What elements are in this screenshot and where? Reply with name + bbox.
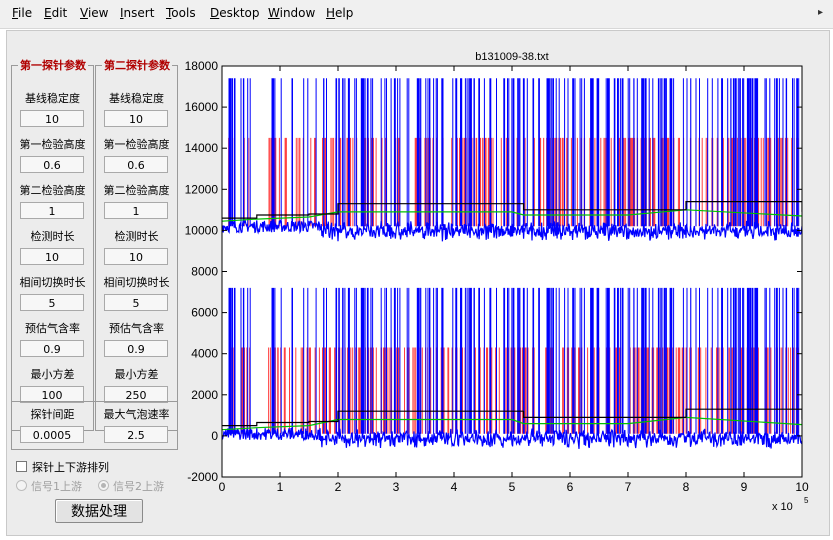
probe1-duration-field[interactable]: 10	[20, 248, 84, 265]
menu-bar: File Edit View Insert Tools Desktop Wind…	[0, 0, 833, 29]
y-tick-label: 16000	[185, 100, 219, 114]
x-exponent-power: 5	[804, 496, 809, 505]
x-tick-label: 3	[393, 480, 400, 494]
plot-content	[222, 78, 802, 449]
radio-signal2-upstream[interactable]	[98, 480, 109, 491]
x-tick-label: 0	[219, 480, 226, 494]
probe2-check1-field[interactable]: 0.6	[104, 156, 168, 173]
x-tick-label: 1	[277, 480, 284, 494]
x-tick-label: 6	[567, 480, 574, 494]
menu-file[interactable]: File	[12, 6, 33, 20]
probe2-check1-label: 第一检验高度	[103, 138, 170, 151]
signal-baseline-series-2	[222, 427, 802, 449]
y-tick-label: 8000	[191, 265, 218, 279]
y-tick-label: 10000	[185, 223, 219, 237]
max-rate-label: 最大气泡速率	[103, 408, 170, 421]
probe1-duration-label: 检测时长	[30, 230, 75, 243]
y-tick-label: 0	[211, 429, 218, 443]
probe1-gasfrac-field[interactable]: 0.9	[20, 340, 84, 357]
spacing-label: 探针间距	[30, 408, 75, 421]
x-tick-label: 10	[795, 480, 809, 494]
menu-help[interactable]: Help	[326, 6, 354, 20]
radio-signal2-label: 信号2上游	[113, 480, 164, 493]
signal-spikes-series-2	[228, 287, 800, 434]
chart-title: b131009-38.txt	[475, 51, 548, 63]
probe1-check2-label: 第二检验高度	[19, 184, 86, 197]
probe1-minvar-label: 最小方差	[30, 368, 75, 381]
radio-signal1-upstream[interactable]	[16, 480, 27, 491]
x-exponent-label: x 10	[772, 501, 793, 513]
probe1-baseline-label: 基线稳定度	[25, 92, 80, 105]
probe1-gasfrac-label: 预估气含率	[25, 322, 80, 335]
y-tick-label: 6000	[191, 306, 218, 320]
probe2-duration-label: 检测时长	[114, 230, 159, 243]
y-tick-label: 12000	[185, 182, 219, 196]
probe1-switch-field[interactable]: 5	[20, 294, 84, 311]
probe2-gasfrac-field[interactable]: 0.9	[104, 340, 168, 357]
process-data-button[interactable]: 数据处理	[55, 499, 143, 523]
y-tick-label: 2000	[191, 388, 218, 402]
threshold-level-series-1	[222, 209, 802, 222]
probe1-baseline-field[interactable]: 10	[20, 110, 84, 127]
probe2-check2-label: 第二检验高度	[103, 184, 170, 197]
x-tick-label: 7	[625, 480, 632, 494]
y-tick-label: -2000	[187, 470, 218, 484]
probe1-minvar-field[interactable]: 100	[20, 386, 84, 403]
signal-spikes-series-1	[228, 78, 800, 227]
baseline-level-series-1	[222, 201, 802, 219]
probe1-title: 第一探针参数	[18, 57, 88, 73]
y-tick-label: 18000	[185, 59, 219, 73]
spacing-field[interactable]: 0.0005	[20, 426, 84, 443]
probe1-panel: 第一探针参数 基线稳定度 10 第一检验高度 0.6 第二检验高度 1 检测时长…	[11, 57, 94, 431]
arrange-checkbox[interactable]	[16, 461, 27, 472]
probe2-panel: 第二探针参数 基线稳定度 10 第一检验高度 0.6 第二检验高度 1 检测时长…	[95, 57, 178, 431]
probe2-baseline-label: 基线稳定度	[109, 92, 164, 105]
x-tick-label: 5	[509, 480, 516, 494]
x-tick-label: 2	[335, 480, 342, 494]
y-tick-label: 14000	[185, 141, 219, 155]
threshold-level-series-2	[222, 416, 802, 431]
menu-view[interactable]: View	[80, 6, 109, 20]
probe1-check1-field[interactable]: 0.6	[20, 156, 84, 173]
x-tick-label: 9	[741, 480, 748, 494]
x-tick-label: 4	[451, 480, 458, 494]
probe1-check2-field[interactable]: 1	[20, 202, 84, 219]
radio-signal1-label: 信号1上游	[31, 480, 82, 493]
x-tick-label: 8	[683, 480, 690, 494]
menu-desktop[interactable]: Desktop	[210, 6, 260, 20]
menu-insert[interactable]: Insert	[120, 6, 155, 20]
menu-tools[interactable]: Tools	[166, 6, 196, 20]
probe2-switch-label: 相间切换时长	[103, 276, 170, 289]
max-rate-field[interactable]: 2.5	[104, 426, 168, 443]
baseline-level-series-2	[222, 408, 802, 427]
probe2-check2-field[interactable]: 1	[104, 202, 168, 219]
probe1-switch-label: 相间切换时长	[19, 276, 86, 289]
menu-edit[interactable]: Edit	[44, 6, 68, 20]
probe2-duration-field[interactable]: 10	[104, 248, 168, 265]
probe2-gasfrac-label: 预估气含率	[109, 322, 164, 335]
chevron-right-icon[interactable]: ▸	[817, 7, 823, 18]
signal-baseline-series-1	[222, 218, 802, 242]
menu-window[interactable]: Window	[268, 6, 316, 20]
probe1-check1-label: 第一检验高度	[19, 138, 86, 151]
y-tick-label: 4000	[191, 347, 218, 361]
probe2-switch-field[interactable]: 5	[104, 294, 168, 311]
probe2-minvar-field[interactable]: 250	[104, 386, 168, 403]
probe2-minvar-label: 最小方差	[114, 368, 159, 381]
probe2-title: 第二探针参数	[102, 57, 172, 73]
probe2-baseline-field[interactable]: 10	[104, 110, 168, 127]
arrange-label: 探针上下游排列	[32, 461, 109, 474]
extra-params-panel: 探针间距 0.0005 最大气泡速率 2.5	[11, 401, 178, 450]
